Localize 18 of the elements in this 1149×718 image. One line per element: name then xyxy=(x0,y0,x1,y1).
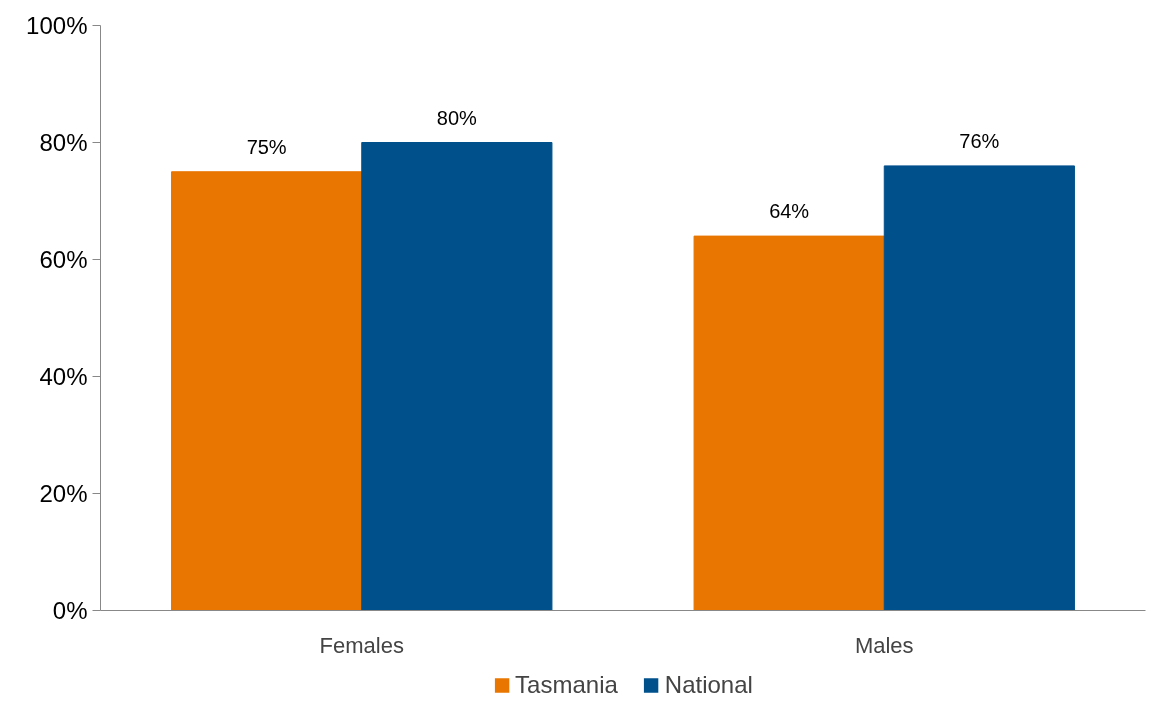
x-tick-label: Females xyxy=(319,632,404,658)
y-tick-label: 20% xyxy=(39,480,88,507)
bar xyxy=(883,165,1075,611)
legend-label: Tasmania xyxy=(515,671,618,699)
y-tick-label: 100% xyxy=(26,12,88,39)
data-label: 64% xyxy=(769,200,810,223)
data-label: 75% xyxy=(246,135,287,158)
bar xyxy=(171,171,363,611)
data-label: 80% xyxy=(436,106,478,129)
x-tick-label: Males xyxy=(854,632,914,658)
data-label: 76% xyxy=(959,129,1000,152)
bar xyxy=(361,142,553,611)
y-tick-label: 40% xyxy=(39,363,88,390)
y-tick-label: 60% xyxy=(39,246,88,273)
y-tick-label: 0% xyxy=(52,597,88,624)
y-tick-label: 80% xyxy=(39,129,88,156)
bar xyxy=(693,235,885,611)
legend-label: National xyxy=(664,671,753,699)
